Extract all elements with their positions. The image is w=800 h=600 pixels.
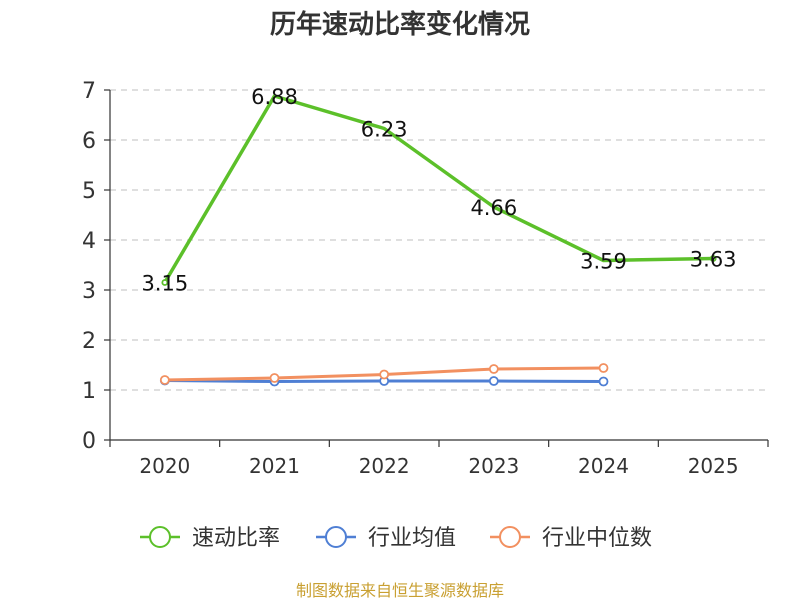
x-tick-label-2020: 2020 [139,454,190,478]
x-tick-label-2022: 2022 [359,454,410,478]
series-point-2-0 [159,375,170,385]
data-labels: 3.15 6.88 6.23 4.66 3.59 3.63 [141,85,736,296]
legend-label-1: 行业均值 [368,526,456,551]
series-layer [159,94,717,387]
y-tick-label-7: 7 [82,79,96,104]
series-point-2-1 [269,373,280,383]
data-label-0-4: 3.59 [580,250,627,274]
y-tick-label-6: 6 [82,129,96,154]
y-tick-label-5: 5 [82,179,96,204]
data-label-0-2: 6.23 [361,118,408,142]
y-tick-label-1: 1 [82,379,96,404]
x-tick-label-2024: 2024 [578,454,629,478]
data-label-0-3: 4.66 [470,196,517,220]
source-note: 制图数据来自恒生聚源数据库 [296,581,504,600]
chart-title: 历年速动比率变化情况 [270,9,530,40]
y-tick-label-2: 2 [82,329,96,354]
grid-lines [110,89,768,391]
series-line-0 [163,94,714,284]
legend-marker-0 [149,526,171,548]
series-point-2-2 [379,369,390,380]
axes: 0 1 2 3 4 5 6 7 2020 2021 2022 2023 2024 2025 [82,79,769,478]
legend[interactable]: 速动比率 行业均值 行业中位数 [140,526,652,551]
y-tick-label-4: 4 [82,229,96,254]
x-tick-label-2021: 2021 [249,454,300,478]
series-point-0-5 [709,255,717,262]
series-point-0-0 [161,279,169,286]
data-label-0-5: 3.63 [690,248,737,272]
series-point-1-4 [598,376,609,387]
legend-marker-2 [499,526,521,548]
legend-label-0: 速动比率 [192,526,280,551]
x-tick-label-2023: 2023 [468,454,519,478]
x-tick-label-2025: 2025 [688,454,739,478]
y-tick-label-0: 0 [82,429,96,454]
legend-label-2: 行业中位数 [542,526,652,551]
series-point-2-4 [598,363,609,373]
series-point-2-3 [488,364,499,374]
data-label-0-0: 3.15 [141,272,188,296]
y-tick-label-3: 3 [82,279,96,304]
data-label-0-1: 6.88 [251,85,298,109]
legend-marker-1 [325,526,347,548]
series-point-1-3 [488,376,499,386]
